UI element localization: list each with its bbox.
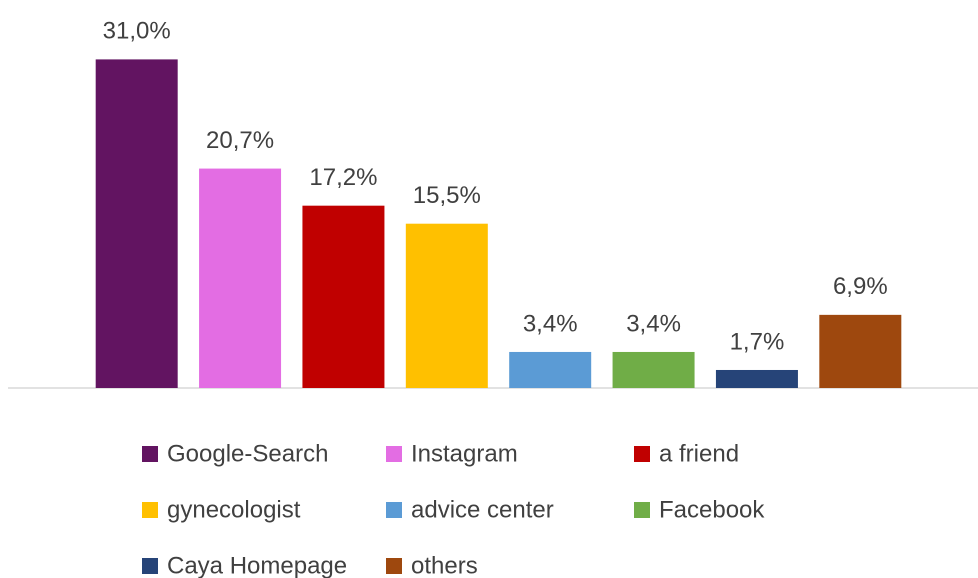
- legend-label: Instagram: [411, 440, 518, 467]
- legend-label: Caya Homepage: [167, 552, 347, 578]
- legend-swatch: [634, 446, 650, 462]
- bar: [715, 369, 798, 388]
- data-label: 3,4%: [626, 310, 681, 337]
- bar: [612, 351, 695, 388]
- data-label: 6,9%: [833, 273, 888, 300]
- legend-label: others: [411, 552, 478, 578]
- data-label: 17,2%: [309, 164, 377, 191]
- legend-swatch: [142, 558, 158, 574]
- legend-label: Google-Search: [167, 440, 328, 467]
- legend-swatch: [142, 446, 158, 462]
- bar: [199, 168, 282, 388]
- data-label: 3,4%: [523, 310, 578, 337]
- bar: [509, 351, 592, 388]
- legend-label: gynecologist: [167, 496, 301, 523]
- legend-swatch: [386, 558, 402, 574]
- legend-swatch: [386, 446, 402, 462]
- data-label: 1,7%: [730, 328, 785, 355]
- bar: [302, 205, 385, 388]
- legend-label: advice center: [411, 496, 554, 523]
- bar: [819, 314, 902, 388]
- legend-label: Facebook: [659, 496, 765, 523]
- data-label: 31,0%: [103, 18, 171, 45]
- legend-label: a friend: [659, 440, 739, 467]
- bar: [405, 223, 488, 388]
- data-label: 20,7%: [206, 127, 274, 154]
- legend-swatch: [142, 502, 158, 518]
- bar: [95, 59, 178, 389]
- legend-swatch: [634, 502, 650, 518]
- legend-swatch: [386, 502, 402, 518]
- data-label: 15,5%: [413, 182, 481, 209]
